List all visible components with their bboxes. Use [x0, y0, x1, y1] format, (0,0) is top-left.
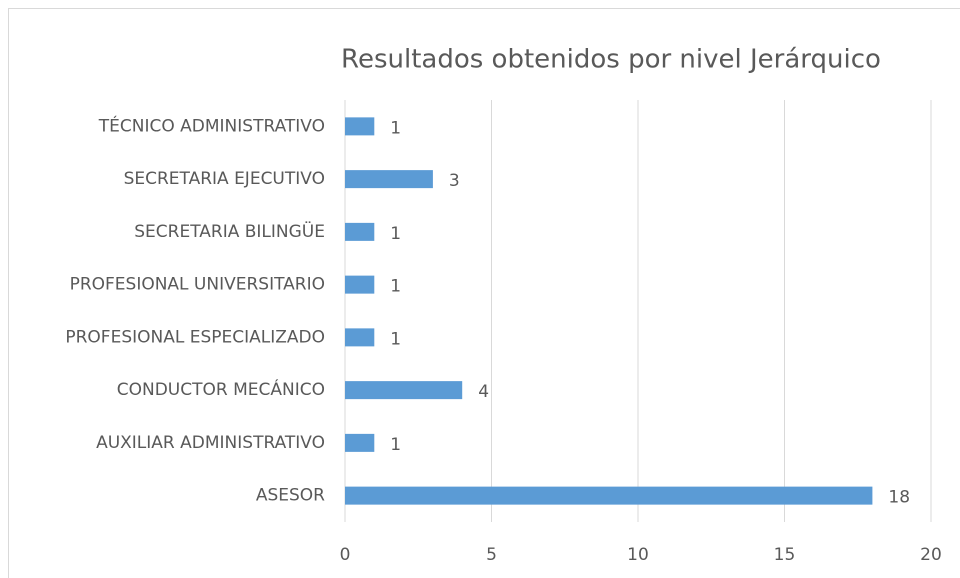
x-tick-label: 20 — [920, 545, 942, 565]
y-tick-label: TÉCNICO ADMINISTRATIVO — [98, 114, 325, 136]
x-tick-label: 10 — [627, 545, 649, 565]
bar — [345, 222, 375, 241]
bar — [345, 328, 375, 347]
data-label: 1 — [390, 277, 401, 297]
data-label: 3 — [449, 171, 460, 191]
data-label: 1 — [390, 118, 401, 138]
bar — [345, 275, 375, 294]
data-label: 18 — [888, 488, 910, 508]
bar — [345, 433, 375, 452]
bar — [345, 117, 375, 136]
data-label: 4 — [478, 382, 489, 402]
y-tick-label: CONDUCTOR MECÁNICO — [117, 378, 325, 400]
bar — [345, 381, 463, 400]
y-tick-label: PROFESIONAL ESPECIALIZADO — [65, 327, 325, 347]
x-tick-label: 0 — [340, 545, 351, 565]
bar — [345, 170, 433, 189]
y-tick-label: AUXILIAR ADMINISTRATIVO — [96, 433, 325, 453]
bar — [345, 486, 873, 505]
chart-border — [8, 8, 960, 578]
y-tick-label: SECRETARIA BILINGÜE — [134, 220, 325, 242]
y-tick-label: SECRETARIA EJECUTIVO — [124, 169, 325, 189]
x-tick-label: 15 — [774, 545, 796, 565]
data-label: 1 — [390, 435, 401, 455]
y-tick-label: PROFESIONAL UNIVERSITARIO — [70, 275, 325, 295]
chart-title: Resultados obtenidos por nivel Jerárquic… — [341, 45, 881, 75]
data-label: 1 — [390, 329, 401, 349]
data-label: 1 — [390, 224, 401, 244]
x-tick-label: 5 — [486, 545, 497, 565]
y-tick-label: ASESOR — [256, 486, 325, 506]
